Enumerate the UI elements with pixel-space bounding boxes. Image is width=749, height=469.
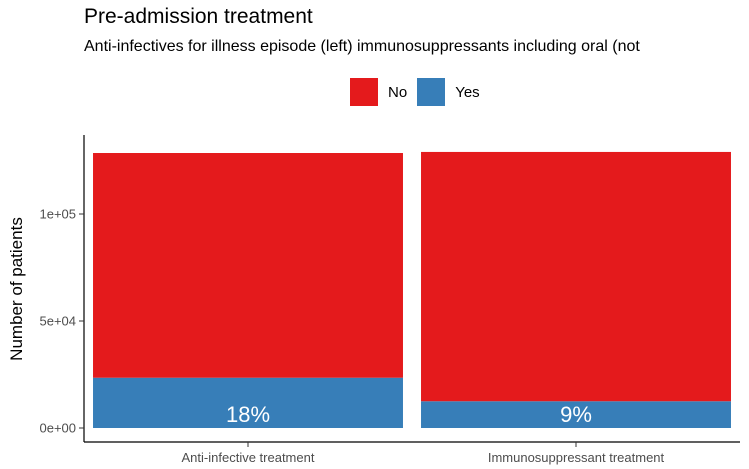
data-labels-group: 18% 9%	[226, 402, 592, 427]
x-ticks-group: Anti-infective treatment Immunosuppressan…	[182, 442, 665, 465]
legend-item-yes: Yes	[417, 78, 480, 106]
legend: No Yes	[350, 78, 490, 106]
y-ticks-group: 0e+00 5e+04 1e+05	[39, 207, 84, 436]
legend-swatch-yes	[417, 78, 446, 106]
chart-title: Pre-admission treatment	[84, 5, 313, 28]
legend-label-yes: Yes	[455, 83, 480, 101]
legend-swatch-no	[350, 78, 378, 106]
data-label-0: 18%	[226, 402, 270, 427]
y-tick-label-0: 0e+00	[39, 421, 76, 436]
y-axis-title: Number of patients	[7, 217, 26, 361]
y-tick-label-1: 5e+04	[39, 314, 76, 329]
bar-yes-0	[93, 377, 403, 428]
bars-group	[93, 151, 731, 428]
x-tick-label-0: Anti-infective treatment	[182, 450, 315, 465]
bar-no-0	[93, 153, 403, 378]
y-tick-label-2: 1e+05	[39, 207, 76, 222]
data-label-1: 9%	[560, 402, 592, 427]
bar-yes-1	[421, 401, 731, 428]
bar-no-1	[421, 151, 731, 402]
legend-label-no: No	[388, 83, 408, 101]
x-tick-label-1: Immunosuppressant treatment	[488, 450, 665, 465]
chart-subtitle: Anti-infectives for illness episode (lef…	[84, 38, 640, 55]
legend-item-no: No	[350, 78, 407, 106]
